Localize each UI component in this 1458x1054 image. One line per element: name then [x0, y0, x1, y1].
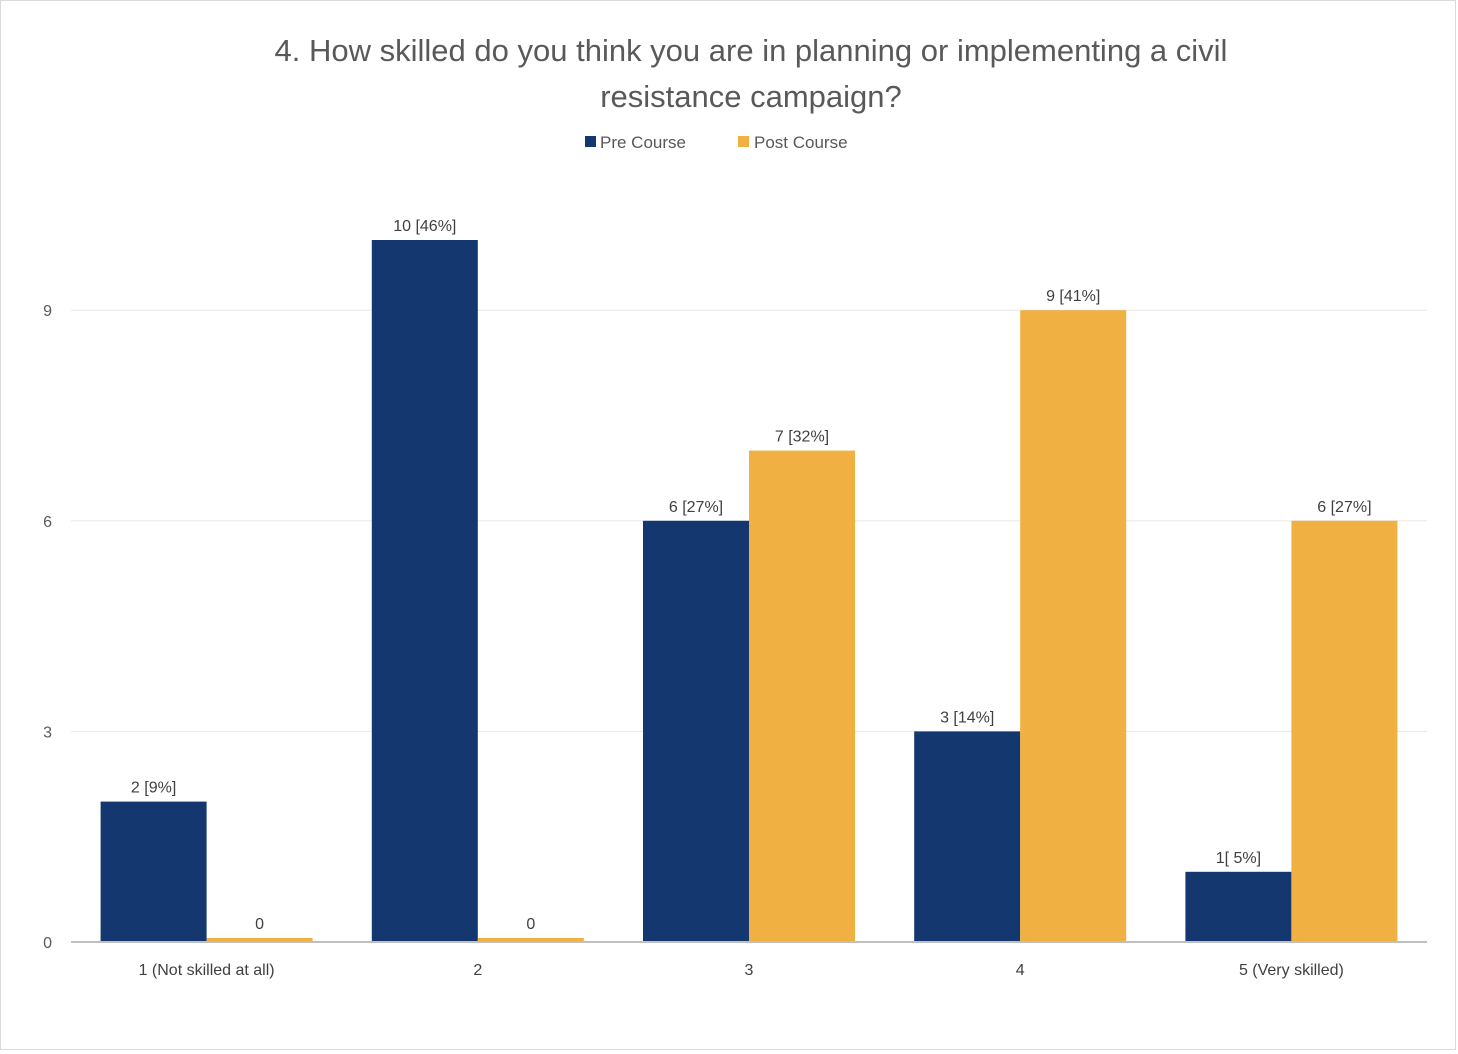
bar-post-course: [1020, 310, 1127, 942]
y-tick-label: 0: [43, 935, 52, 952]
y-axis: 0 3 6 9: [43, 303, 52, 952]
legend: Pre Course Post Course: [585, 133, 848, 152]
data-label-pre-course: 6 [27%]: [669, 499, 723, 516]
data-label-post-course: 9 [41%]: [1046, 288, 1100, 305]
chart-title-line-2: resistance campaign?: [600, 79, 902, 114]
data-label-pre-course: 2 [9%]: [131, 780, 176, 797]
y-tick-label: 9: [43, 303, 52, 320]
y-tick-label: 6: [43, 514, 52, 531]
legend-label-pre-course: Pre Course: [600, 133, 686, 152]
x-category-label: 2: [473, 962, 482, 979]
chart-title-line-1: 4. How skilled do you think you are in p…: [275, 33, 1228, 68]
x-category-label: 1 (Not skilled at all): [139, 962, 275, 979]
bar-pre-course: [1185, 871, 1292, 942]
y-tick-label: 3: [43, 724, 52, 741]
data-label-post-course: 0: [526, 916, 535, 933]
bar-pre-course: [643, 520, 749, 942]
data-label-post-course: 0: [255, 916, 264, 933]
x-category-label: 4: [1016, 962, 1025, 979]
bar-post-course: [206, 938, 313, 942]
x-category-label: 5 (Very skilled): [1239, 962, 1344, 979]
data-label-pre-course: 3 [14%]: [940, 709, 994, 726]
bar-post-course: [477, 938, 584, 942]
bar-post-course: [749, 450, 855, 942]
x-category-label: 3: [745, 962, 754, 979]
legend-swatch-post-course: [738, 136, 749, 147]
legend-label-post-course: Post Course: [754, 133, 848, 152]
legend-swatch-pre-course: [585, 136, 596, 147]
data-labels: 2 [9%] 0 10 [46%] 0 6 [27%] 7 [32%] 3 [14%] 9 […: [131, 218, 1372, 933]
bar-post-course: [1291, 520, 1398, 942]
bar-pre-course: [371, 240, 478, 942]
data-label-post-course: 7 [32%]: [775, 429, 829, 446]
bar-pre-course: [100, 801, 207, 942]
data-label-pre-course: 10 [46%]: [393, 218, 456, 235]
bar-pre-course: [914, 731, 1021, 942]
x-axis: 1 (Not skilled at all) 2 3 4 5 (Very skilled…: [71, 941, 1427, 979]
data-label-pre-course: 1[ 5%]: [1216, 850, 1261, 867]
data-label-post-course: 6 [27%]: [1317, 499, 1371, 516]
bars: [100, 240, 1398, 942]
